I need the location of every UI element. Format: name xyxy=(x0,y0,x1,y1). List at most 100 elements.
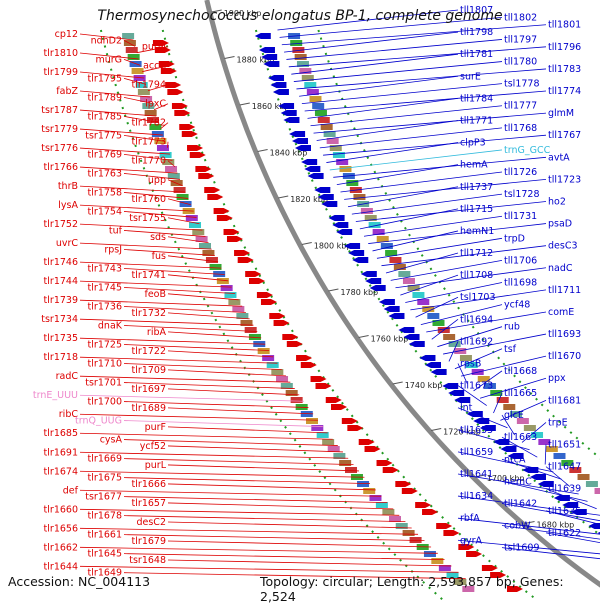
plus-strand-gene xyxy=(326,397,342,403)
minus-strand-gene xyxy=(379,299,395,305)
cog-block xyxy=(389,257,401,263)
gene-label: tlr1810 xyxy=(44,48,78,59)
gene-label: tll1771 xyxy=(460,115,493,126)
cog-block xyxy=(398,271,410,277)
gene-label: cysA xyxy=(100,435,123,446)
gene-label: tlr1752 xyxy=(44,219,78,230)
gene-label: clpP3 xyxy=(460,138,486,149)
gene-label: tsf xyxy=(504,344,517,355)
gene-leader-line xyxy=(124,516,405,522)
gene-leader-line xyxy=(80,490,381,496)
gene-label: tlr1725 xyxy=(88,340,122,351)
gene-leader-line xyxy=(545,445,546,465)
minus-strand-gene xyxy=(289,131,305,137)
gene-label: tsr1776 xyxy=(41,143,78,154)
plus-strand-gene xyxy=(331,404,347,410)
gene-label: tll1768 xyxy=(504,123,537,134)
gene-label: tll1781 xyxy=(460,49,493,60)
gene-label: tsr1775 xyxy=(85,130,122,141)
plus-strand-gene xyxy=(347,425,363,431)
gene-label: tll1668 xyxy=(504,366,537,377)
cog-block xyxy=(177,194,189,200)
plus-strand-gene xyxy=(342,418,358,424)
plus-strand-gene xyxy=(296,355,312,361)
plus-strand-gene xyxy=(249,278,265,284)
gene-leader-line xyxy=(80,224,202,230)
gene-label: tsl1703 xyxy=(460,292,496,303)
gene-leader-line xyxy=(284,32,458,52)
tick-mark xyxy=(359,336,369,338)
gene-leader-line xyxy=(80,471,364,477)
gene-label: ho2 xyxy=(548,196,566,207)
gene-label: tlr1766 xyxy=(44,162,78,173)
cog-block xyxy=(258,348,270,354)
gene-label: tll1642 xyxy=(504,498,537,509)
map-title: Thermosynechococcus elongatus BP-1, comp… xyxy=(0,8,600,24)
cog-block xyxy=(363,488,375,494)
gene-label: tlr1662 xyxy=(44,542,78,553)
gene-label: tsr1734 xyxy=(41,314,78,325)
minus-strand-gene xyxy=(554,495,570,501)
gene-label: glcE xyxy=(504,410,524,421)
gene-label: fus xyxy=(152,251,166,262)
cog-block xyxy=(424,551,436,557)
gene-label: tll1698 xyxy=(504,278,537,289)
gene-label: tlr1739 xyxy=(44,295,78,306)
minus-strand-gene xyxy=(388,313,404,319)
minus-strand-gene xyxy=(442,383,458,389)
cog-block xyxy=(339,460,351,466)
gene-leader-line xyxy=(168,427,328,433)
gene-label: cp12 xyxy=(55,29,78,40)
gene-label: tlr1799 xyxy=(44,67,78,78)
gene-leader-line xyxy=(80,509,399,515)
gene-label: tlr1657 xyxy=(132,498,166,509)
gene-leader-line xyxy=(80,566,459,572)
gene-label: tsl1728 xyxy=(504,189,540,200)
gene-label: tsl1778 xyxy=(504,79,540,90)
gene-label: tll1780 xyxy=(504,57,537,68)
minus-strand-gene xyxy=(425,362,441,368)
gene-label: lnt xyxy=(460,403,473,414)
cog-block xyxy=(315,110,327,116)
minus-strand-gene xyxy=(352,257,368,263)
gene-leader-line xyxy=(168,503,393,509)
cog-block xyxy=(309,96,321,102)
gene-label: tll1651 xyxy=(548,440,581,451)
gene-label: tll1784 xyxy=(460,93,493,104)
plus-strand-gene xyxy=(466,551,482,557)
gene-label: tll1708 xyxy=(460,270,493,281)
gene-label: tll1726 xyxy=(504,167,537,178)
gene-label: tlr1789 xyxy=(88,92,122,103)
plus-strand-gene xyxy=(269,313,285,319)
gene-label: sds xyxy=(150,232,166,243)
cog-block xyxy=(232,306,244,312)
minus-strand-gene xyxy=(273,89,289,95)
gene-label: tlr1745 xyxy=(88,282,122,293)
gene-label: desC2 xyxy=(136,517,166,528)
plus-strand-gene xyxy=(179,124,195,130)
gene-leader-line xyxy=(168,446,343,452)
minus-strand-gene xyxy=(336,229,352,235)
minus-strand-gene xyxy=(304,166,320,172)
gene-label: nadC xyxy=(548,263,573,274)
gene-label: trpD xyxy=(504,233,525,244)
tick-mark xyxy=(240,103,250,105)
gene-label: uvrC xyxy=(56,238,79,249)
gene-label: glmM xyxy=(548,108,574,119)
cog-block xyxy=(345,467,357,473)
gene-label: thrB xyxy=(58,181,78,192)
gene-leader-line xyxy=(168,484,376,490)
gene-label: tlr1660 xyxy=(44,504,78,515)
gene-leader-line xyxy=(168,522,412,528)
minus-strand-gene xyxy=(348,250,364,256)
gene-label: tll1737 xyxy=(460,182,493,193)
gene-label: tlr1679 xyxy=(132,536,166,547)
gene-label: tlr1722 xyxy=(132,346,166,357)
gene-leader-line xyxy=(168,351,273,357)
gene-label: purF xyxy=(145,422,166,433)
minus-strand-gene xyxy=(365,278,381,284)
gene-label: upp xyxy=(148,175,166,186)
gene-label: trpE xyxy=(548,417,568,428)
plus-strand-gene xyxy=(217,215,233,221)
gene-label: tlr1763 xyxy=(88,168,122,179)
